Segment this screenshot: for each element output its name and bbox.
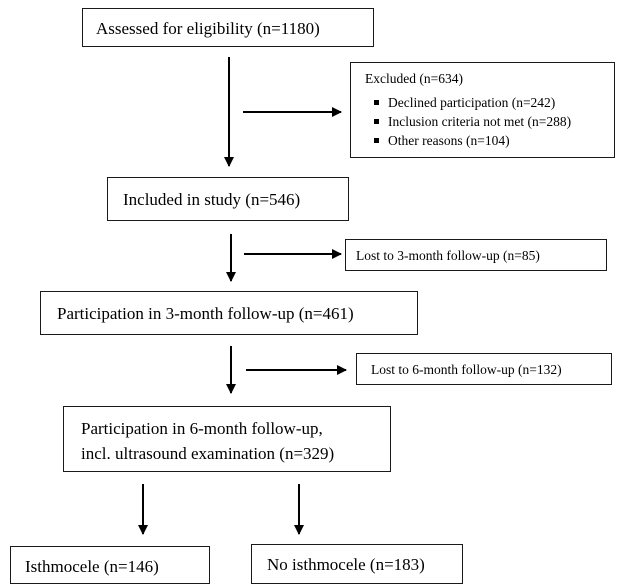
bullet-icon <box>374 100 379 105</box>
lost3-box: Lost to 3-month follow-up (n=85) <box>345 239 607 271</box>
no-isthmocele-box: No isthmocele (n=183) <box>251 544 463 584</box>
followup3-box: Participation in 3-month follow-up (n=46… <box>40 291 418 335</box>
excluded-reason-label: Other reasons (n=104) <box>388 133 510 148</box>
excluded-reason-label: Inclusion criteria not met (n=288) <box>388 114 572 129</box>
included-label: Included in study (n=546) <box>123 190 301 209</box>
excluded-box: Excluded (n=634) Declined participation … <box>350 62 615 158</box>
excluded-reason-item: Declined participation (n=242) <box>371 93 571 112</box>
assessed-label: Assessed for eligibility (n=1180) <box>96 19 320 38</box>
lost6-label: Lost to 6-month follow-up (n=132) <box>371 362 562 377</box>
isthmocele-box: Isthmocele (n=146) <box>10 546 210 584</box>
lost6-box: Lost to 6-month follow-up (n=132) <box>356 353 612 385</box>
assessed-box: Assessed for eligibility (n=1180) <box>82 8 374 47</box>
excluded-reason-item: Inclusion criteria not met (n=288) <box>371 112 571 131</box>
included-box: Included in study (n=546) <box>107 177 349 221</box>
isthmocele-label: Isthmocele (n=146) <box>25 557 159 576</box>
lost3-label: Lost to 3-month follow-up (n=85) <box>356 248 540 263</box>
excluded-title: Excluded (n=634) <box>365 71 463 86</box>
followup3-label: Participation in 3-month follow-up (n=46… <box>57 304 354 323</box>
followup6-line2: incl. ultrasound examination (n=329) <box>81 444 335 463</box>
followup6-box: Participation in 6-month follow-up, incl… <box>63 406 391 472</box>
excluded-reason-label: Declined participation (n=242) <box>388 95 556 110</box>
excluded-reason-item: Other reasons (n=104) <box>371 131 571 150</box>
bullet-icon <box>374 138 379 143</box>
excluded-reasons-list: Declined participation (n=242) Inclusion… <box>371 93 571 150</box>
followup6-line1: Participation in 6-month follow-up, <box>81 419 323 438</box>
no-isthmocele-label: No isthmocele (n=183) <box>267 555 425 574</box>
bullet-icon <box>374 119 379 124</box>
